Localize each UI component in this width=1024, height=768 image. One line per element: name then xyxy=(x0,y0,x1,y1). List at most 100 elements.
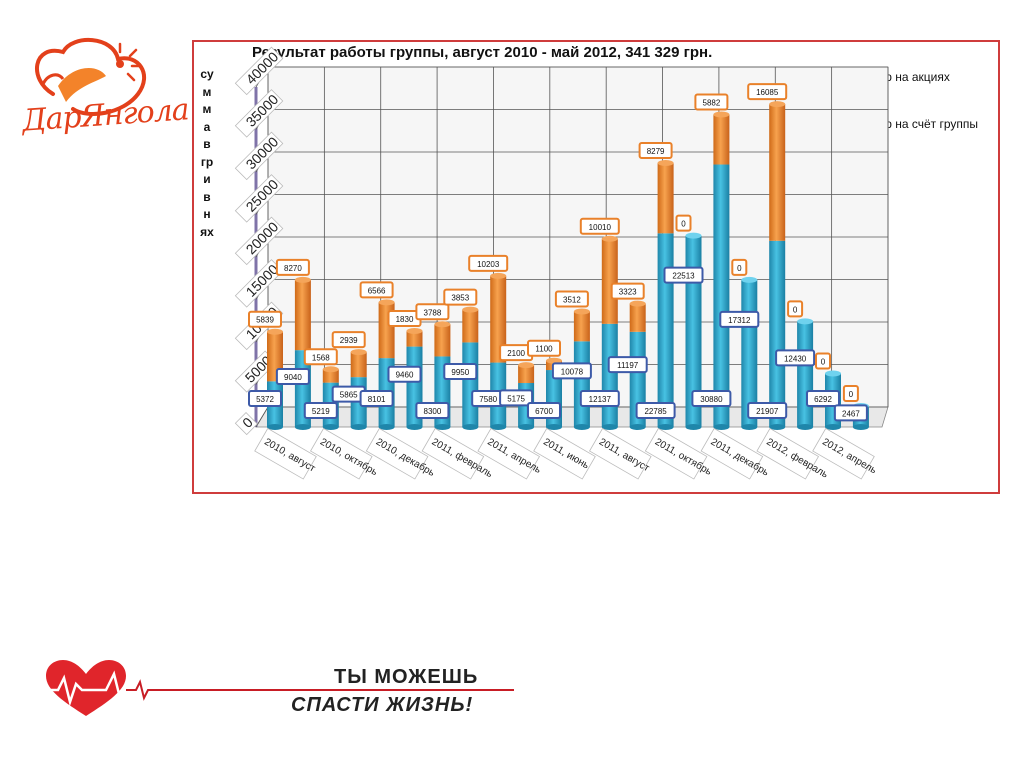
svg-text:7580: 7580 xyxy=(479,395,497,404)
data-label-blue: 12430 xyxy=(775,349,816,367)
bar-orange-cap xyxy=(406,328,423,335)
data-label-orange: 0 xyxy=(787,300,804,318)
x-tick-label: 2011, октябрь xyxy=(644,427,714,480)
y-tick-label: 0 xyxy=(234,412,258,436)
bar-orange xyxy=(601,238,618,324)
svg-text:10203: 10203 xyxy=(477,260,500,269)
bar-orange-cap xyxy=(573,308,590,315)
bar-blue-base xyxy=(546,424,562,430)
svg-text:6700: 6700 xyxy=(535,407,553,416)
data-label-orange: 5882 xyxy=(694,93,729,111)
svg-text:6566: 6566 xyxy=(368,286,386,295)
data-label-blue: 8300 xyxy=(415,402,450,419)
bar-blue xyxy=(657,233,674,427)
data-label-blue: 22513 xyxy=(663,266,704,284)
slogan-line-1: ТЫ МОЖЕШЬ xyxy=(334,666,479,688)
data-label-blue: 22785 xyxy=(635,402,676,419)
bar-blue-base xyxy=(629,424,646,430)
bar-orange xyxy=(573,311,590,342)
bar-orange xyxy=(406,331,423,347)
bar-blue-base xyxy=(518,424,535,430)
bar-orange xyxy=(322,369,339,383)
bar-orange-cap xyxy=(294,276,311,283)
bar-orange-cap xyxy=(322,366,339,373)
data-label-blue: 6700 xyxy=(527,402,561,419)
bar-blue-base xyxy=(350,424,367,430)
slogan-banner: ТЫ МОЖЕШЬ СПАСТИ ЖИЗНЬ! xyxy=(44,658,514,720)
dar-yangola-logo xyxy=(35,38,146,116)
bar-blue-base xyxy=(657,424,674,430)
svg-text:5839: 5839 xyxy=(256,316,274,325)
data-label-orange: 3853 xyxy=(443,288,478,306)
data-label-orange: 5839 xyxy=(248,310,282,328)
svg-text:3323: 3323 xyxy=(619,288,637,297)
data-label-orange: 0 xyxy=(842,385,859,403)
data-label-orange: 0 xyxy=(675,214,692,232)
data-label-blue: 12137 xyxy=(579,390,620,407)
bar-orange xyxy=(350,352,367,378)
stacked-bar-chart: 0500010000150002000025000300003500040000… xyxy=(234,46,889,481)
bar-orange-cap xyxy=(267,328,283,335)
svg-text:0: 0 xyxy=(681,220,686,229)
data-label-orange: 0 xyxy=(731,258,748,276)
bar-blue-cap xyxy=(797,318,814,325)
data-label-blue: 11197 xyxy=(607,356,648,374)
chart-title: Результат работы группы, август 2010 - м… xyxy=(252,44,713,61)
svg-text:17312: 17312 xyxy=(728,316,751,325)
bar-orange-cap xyxy=(546,357,562,364)
legend-label-account: Сбор на счёт группы xyxy=(863,117,979,131)
svg-text:6292: 6292 xyxy=(814,395,832,404)
data-label-blue: 8101 xyxy=(359,390,394,407)
data-label-blue: 9950 xyxy=(443,363,478,381)
svg-text:9460: 9460 xyxy=(396,371,414,380)
x-tick-label: 2010, октябрь xyxy=(310,427,380,480)
bar-blue-cap xyxy=(825,370,841,377)
bar-blue-base xyxy=(825,424,841,430)
svg-text:12430: 12430 xyxy=(784,354,807,363)
svg-text:30880: 30880 xyxy=(700,395,723,404)
bar-orange xyxy=(629,303,646,332)
bar-blue-base xyxy=(434,424,451,430)
svg-text:0: 0 xyxy=(737,264,742,273)
bar-orange-cap xyxy=(434,321,451,328)
bar-orange xyxy=(294,279,311,351)
svg-text:2467: 2467 xyxy=(842,409,860,418)
bar-orange-cap xyxy=(713,111,730,118)
svg-text:5865: 5865 xyxy=(340,391,358,400)
svg-text:9040: 9040 xyxy=(284,373,302,382)
svg-text:1100: 1100 xyxy=(535,345,553,354)
bar-blue-base xyxy=(601,424,618,430)
svg-text:5882: 5882 xyxy=(703,99,721,108)
svg-text:5175: 5175 xyxy=(507,394,525,403)
bar-blue xyxy=(462,342,479,427)
svg-text:3788: 3788 xyxy=(424,308,442,317)
bar-blue-base xyxy=(406,424,423,430)
bar-blue-base xyxy=(322,424,339,430)
svg-text:21907: 21907 xyxy=(756,407,779,416)
data-label-orange: 10203 xyxy=(468,254,509,272)
x-tick-label: 2011, июнь xyxy=(533,427,596,480)
bar-blue-base xyxy=(573,424,590,430)
bar-orange-cap xyxy=(518,362,535,369)
svg-text:3512: 3512 xyxy=(563,295,581,304)
data-label-orange: 3788 xyxy=(415,303,450,321)
bar-blue xyxy=(601,323,618,427)
data-label-orange: 1568 xyxy=(303,348,338,366)
bar-blue-base xyxy=(852,424,869,430)
data-label-blue: 30880 xyxy=(691,390,732,407)
data-label-blue: 10078 xyxy=(551,362,592,380)
svg-text:10010: 10010 xyxy=(589,223,612,232)
svg-text:5372: 5372 xyxy=(256,395,274,404)
data-labels: 5372 5839 9040 8270 5219 1568 5865 2939 8101 6566… xyxy=(248,83,868,422)
x-tick-label: 2011, декабрь xyxy=(700,427,771,480)
data-label-blue: 2467 xyxy=(833,404,868,422)
data-label-orange: 1100 xyxy=(527,339,561,357)
bar-orange xyxy=(490,275,507,363)
bar-orange-cap xyxy=(657,159,674,166)
data-label-blue: 5219 xyxy=(303,402,338,419)
bar-orange xyxy=(657,162,674,234)
bar-orange xyxy=(769,104,786,241)
svg-text:1830: 1830 xyxy=(396,315,414,324)
svg-text:11197: 11197 xyxy=(617,361,639,370)
